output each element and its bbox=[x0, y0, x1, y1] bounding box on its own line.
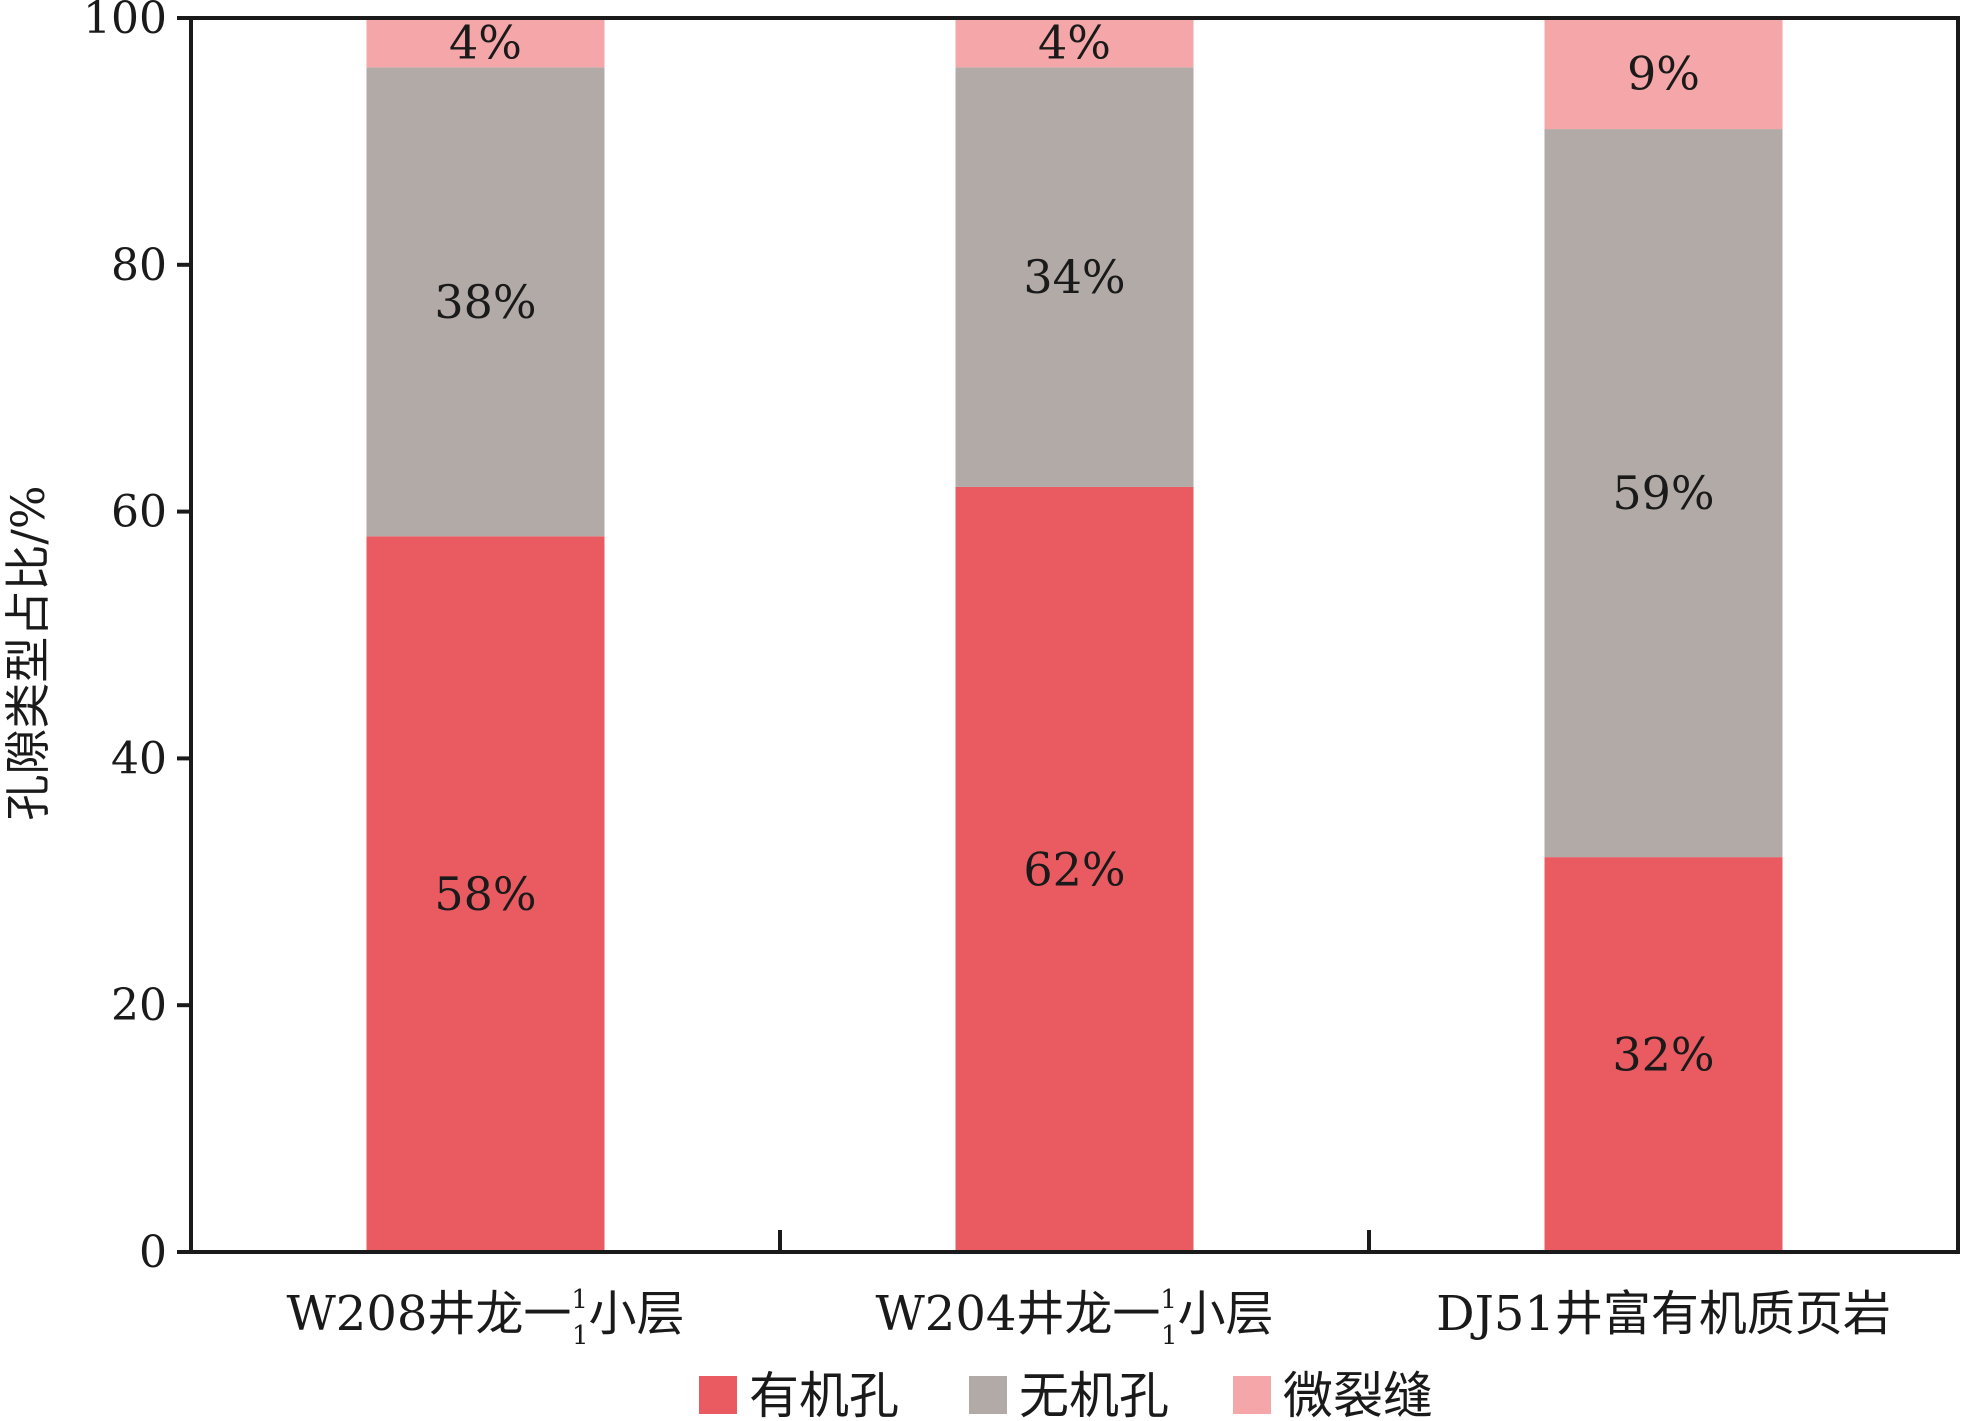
data-label-微裂缝-2: 4% bbox=[1038, 16, 1111, 70]
bar-segment-有机孔-3 bbox=[1544, 857, 1783, 1252]
x-category-label-3: DJ51井富有机质页岩 bbox=[1436, 1286, 1891, 1342]
y-tick-label: 20 bbox=[111, 980, 167, 1031]
y-tick-label: 80 bbox=[111, 240, 167, 291]
y-tick-label: 60 bbox=[111, 487, 167, 538]
legend-label-有机孔: 有机孔 bbox=[749, 1367, 899, 1421]
data-label-微裂缝-1: 4% bbox=[449, 16, 522, 70]
bar-segment-有机孔-2 bbox=[955, 486, 1194, 1252]
y-axis-title: 孔隙类型占比/% bbox=[1, 485, 55, 820]
bar-segment-无机孔-1 bbox=[366, 67, 605, 537]
y-axis-ticks: 0 20 40 60 80 100 bbox=[83, 0, 191, 1278]
data-label-无机孔-2: 34% bbox=[1023, 250, 1125, 304]
data-label-微裂缝-3: 9% bbox=[1627, 47, 1700, 101]
y-tick-label: 0 bbox=[139, 1227, 167, 1278]
y-tick-label: 100 bbox=[83, 0, 167, 44]
legend-label-无机孔: 无机孔 bbox=[1019, 1367, 1169, 1421]
x-axis-categories: W208井龙一1 1小层 W204井龙一1 1小层 DJ51井富有机质页岩 bbox=[286, 1285, 1890, 1351]
data-labels-group: 58% 38% 4% 62% 34% 4% 32% 59% 9% bbox=[434, 16, 1714, 1082]
bar-segment-有机孔-1 bbox=[366, 536, 605, 1252]
data-label-有机孔-3: 32% bbox=[1612, 1028, 1714, 1082]
data-label-有机孔-2: 62% bbox=[1023, 842, 1125, 896]
bars-group bbox=[366, 18, 1783, 1252]
x-category-label-1: W208井龙一1 1小层 bbox=[286, 1285, 684, 1351]
legend-swatch-有机孔 bbox=[699, 1376, 737, 1414]
bar-segment-无机孔-3 bbox=[1544, 129, 1783, 858]
plot-frame bbox=[189, 16, 1960, 1254]
bar-segment-微裂缝-1 bbox=[366, 18, 605, 68]
bar-segment-无机孔-2 bbox=[955, 67, 1194, 487]
bar-segment-微裂缝-2 bbox=[955, 18, 1194, 68]
legend: 有机孔 无机孔 微裂缝 bbox=[699, 1367, 1433, 1421]
legend-label-微裂缝: 微裂缝 bbox=[1283, 1367, 1433, 1421]
data-label-有机孔-1: 58% bbox=[434, 867, 536, 921]
legend-swatch-无机孔 bbox=[969, 1376, 1007, 1414]
bar-segment-微裂缝-3 bbox=[1544, 18, 1783, 130]
data-label-无机孔-1: 38% bbox=[434, 275, 536, 329]
x-category-label-2: W204井龙一1 1小层 bbox=[875, 1285, 1273, 1351]
y-tick-label: 40 bbox=[111, 733, 167, 784]
axes-group bbox=[189, 16, 1960, 1254]
data-label-无机孔-3: 59% bbox=[1612, 466, 1714, 520]
legend-swatch-微裂缝 bbox=[1233, 1376, 1271, 1414]
